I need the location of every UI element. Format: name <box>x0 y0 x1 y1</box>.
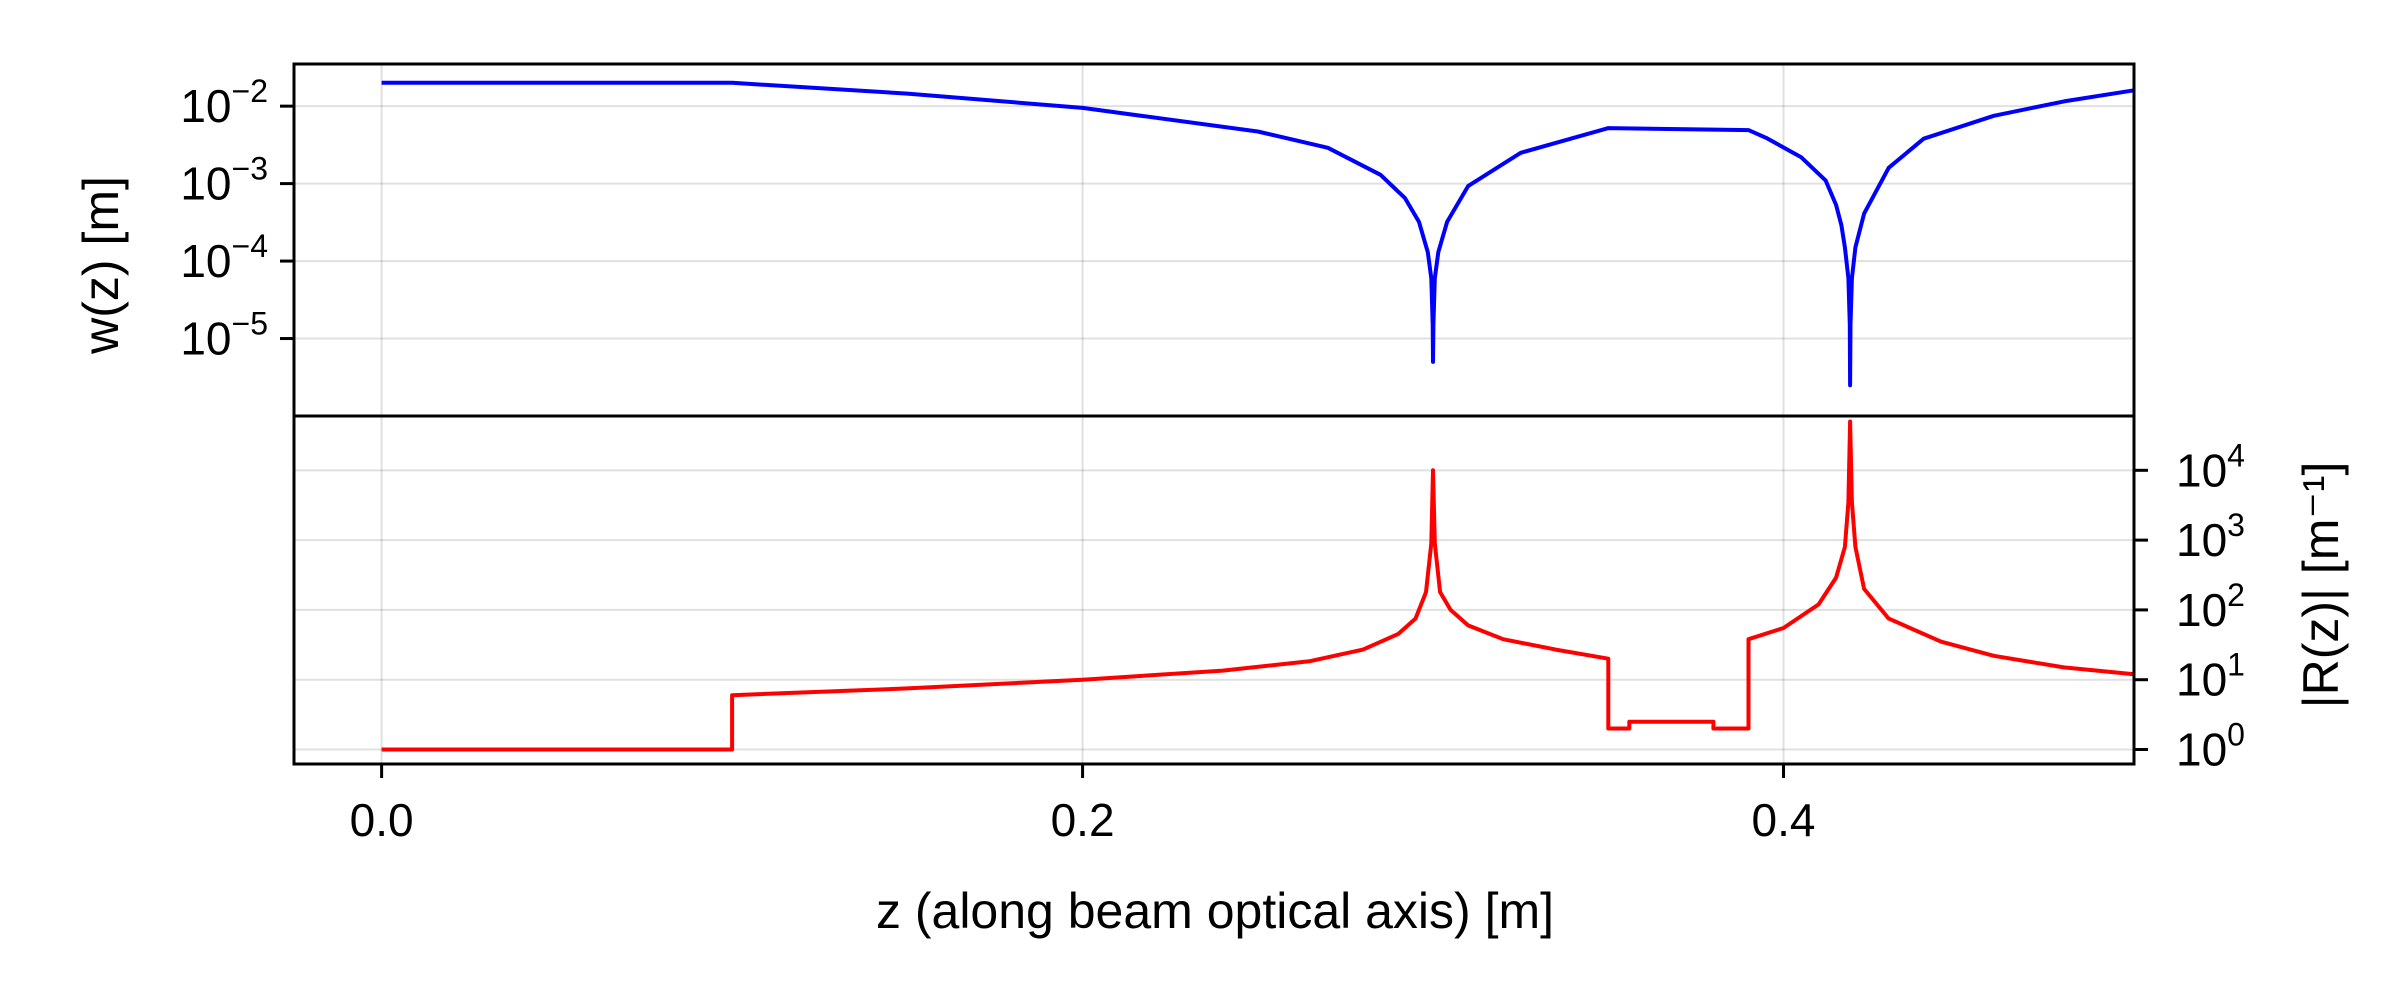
x-tick-label: 0.0 <box>350 794 414 846</box>
top-panel-y-ticks: 10−2 10−3 10−4 10−5 <box>180 73 294 365</box>
bottom-y-axis-label: |R(z)| [m⁻¹] <box>2293 462 2349 709</box>
bottom-y-tick-label: 100 <box>2176 717 2245 776</box>
bottom-y-tick-label: 102 <box>2176 577 2245 636</box>
bottom-y-tick-label: 103 <box>2176 507 2245 566</box>
x-tick-label: 0.2 <box>1051 794 1115 846</box>
bottom-y-tick-label: 101 <box>2176 647 2245 706</box>
bottom-panel-frame <box>292 414 2136 766</box>
top-y-axis-label: w(z) [m] <box>73 176 129 355</box>
bottom-panel-grid <box>294 416 2134 764</box>
top-series-line <box>381 80 2135 388</box>
bottom-y-tick-label: 104 <box>2176 437 2245 496</box>
x-axis-label: z (along beam optical axis) [m] <box>876 883 1554 939</box>
bottom-panel-series <box>381 419 2135 752</box>
x-tick-label: 0.4 <box>1752 794 1816 846</box>
top-y-tick-label: 10−2 <box>180 73 268 132</box>
top-panel-series <box>381 80 2135 388</box>
bottom-series-line <box>381 419 2135 752</box>
top-y-tick-label: 10−3 <box>180 151 268 210</box>
top-panel-grid <box>294 64 2134 416</box>
bottom-panel-ticks: 104 103 102 101 100 0.0 0.2 0.4 <box>350 437 2245 846</box>
top-y-tick-label: 10−5 <box>180 306 268 365</box>
top-y-tick-label: 10−4 <box>180 228 268 287</box>
